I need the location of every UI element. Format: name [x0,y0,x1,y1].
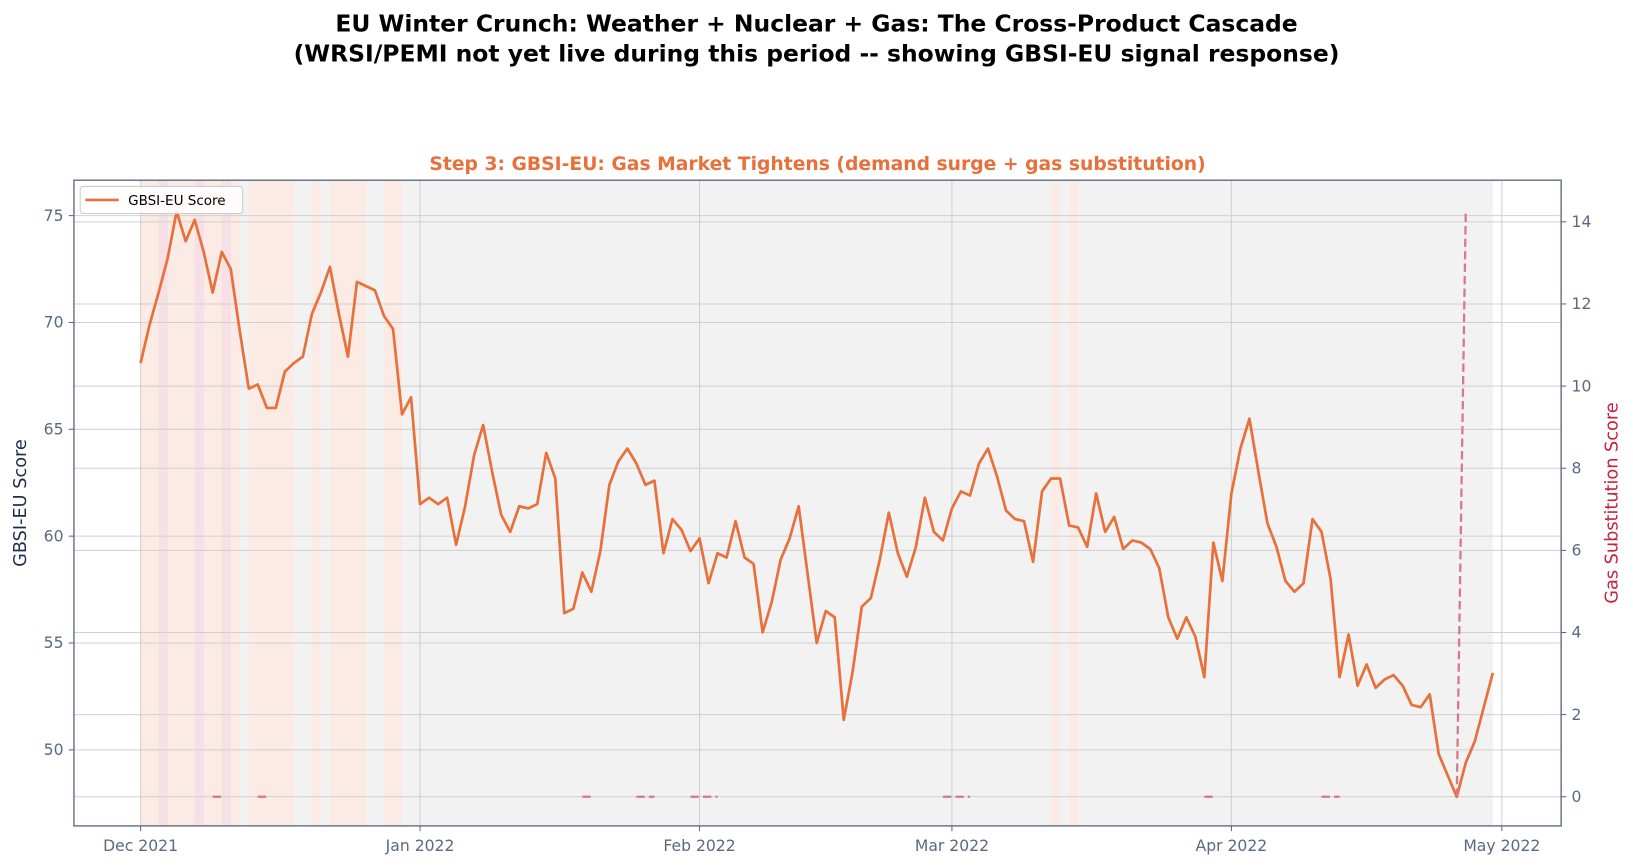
y-tick-label: 60 [44,527,64,545]
shaded-band-orange [356,180,367,826]
y-tick-label: 50 [44,741,64,759]
shaded-band-pink [221,180,231,826]
shaded-band-orange [1069,180,1079,826]
shaded-band-orange [230,180,240,826]
y-tick-label: 55 [44,634,64,652]
figure-title-line1: EU Winter Crunch: Weather + Nuclear + Ga… [335,9,1297,37]
shaded-band-orange [167,180,177,826]
shaded-band-orange [311,180,321,826]
shaded-band-orange [185,180,195,826]
y2-tick-label: 8 [1572,459,1582,477]
series-layer [139,209,1495,799]
shaded-band-orange [338,180,348,826]
legend-entry-gbsi: GBSI-EU Score [128,193,226,209]
x-tick-label: May 2022 [1463,837,1540,855]
shaded-band-orange [393,180,403,826]
y-tick-label: 70 [44,314,64,332]
x-tick-label: Jan 2022 [385,837,455,855]
y2-tick-label: 12 [1572,295,1592,313]
shaded-band-pink [158,180,168,826]
shaded-band-orange [275,180,285,826]
shaded-band-orange [284,180,294,826]
x-tick-label: Apr 2022 [1196,837,1268,855]
shaded-band-orange [140,180,150,826]
shaded-band-orange [347,180,357,826]
shaded-band-orange [149,180,159,826]
y2-tick-label: 4 [1572,624,1582,642]
shaded-band-orange [257,180,267,826]
shaded-band-orange [266,180,276,826]
plot-frame [73,179,1562,827]
y2-tick-label: 10 [1572,377,1592,395]
axis-ticks: 50 55 60 65 70 75 0 2 4 6 8 10 12 14 Dec 2021 Jan 2022 F… [44,207,1592,855]
shaded-band-orange [176,180,186,826]
y2-tick-label: 14 [1572,213,1592,231]
shaded-band-pink [194,180,204,826]
shaded-band-orange [383,180,394,826]
shaded-band-orange [248,180,258,826]
y2-tick-label: 2 [1572,706,1582,724]
y-tick-label: 65 [44,421,64,439]
shaded-band-orange [329,180,339,826]
y2-axis-label: Gas Substitution Score [1602,402,1622,603]
shaded-band-orange [212,180,222,826]
legend: GBSI-EU Score [79,185,244,215]
figure-title-line2: (WRSI/PEMI not yet live during this peri… [294,39,1340,67]
shaded-band-orange [203,180,213,826]
y2-tick-label: 0 [1572,788,1582,806]
shaded-regions [140,180,1493,826]
x-tick-label: Dec 2021 [103,837,178,855]
chart-title: Step 3: GBSI-EU: Gas Market Tightens (de… [429,154,1205,175]
series-line-gas-substitution [1455,209,1467,797]
gridlines [73,180,1562,826]
x-tick-label: Mar 2022 [915,837,989,855]
legend-box [79,185,244,215]
y-axis-label: GBSI-EU Score [11,439,31,567]
shaded-band-orange [1051,180,1061,826]
y-tick-label: 75 [44,207,64,225]
y2-tick-label: 6 [1572,542,1582,560]
x-tick-label: Feb 2022 [663,837,735,855]
